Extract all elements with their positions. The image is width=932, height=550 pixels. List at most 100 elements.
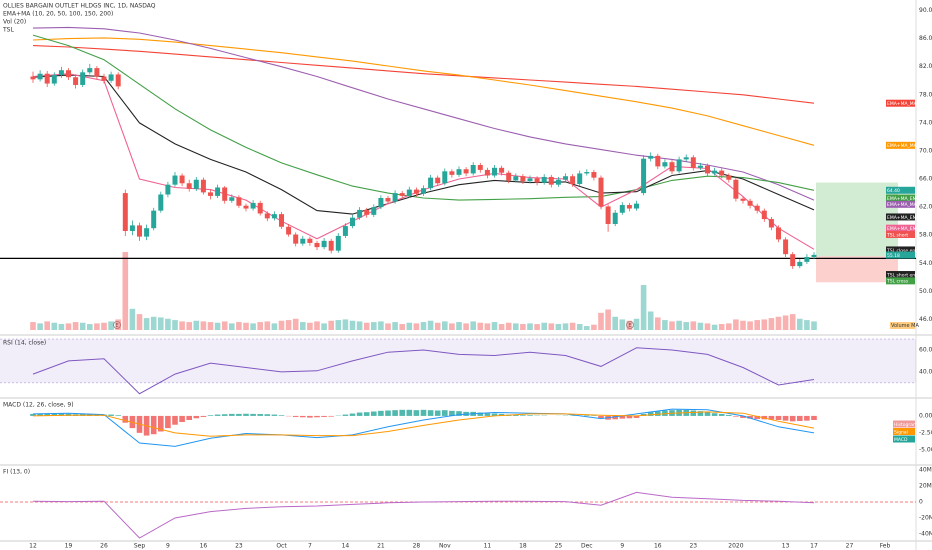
y-tick-label: -20M <box>919 515 932 522</box>
candle-body <box>179 175 185 184</box>
y-tick-label: 40.00 <box>919 368 932 375</box>
candle-body <box>726 175 732 180</box>
volume-bar <box>562 323 569 330</box>
histogram-bar <box>186 415 192 420</box>
price-tag <box>886 99 915 107</box>
candle-body <box>385 198 391 202</box>
candle-body <box>101 76 107 81</box>
histogram-bar <box>292 415 299 417</box>
candle-body <box>364 209 370 215</box>
candle-body <box>257 202 263 214</box>
histogram-bar <box>257 414 263 416</box>
volume-bar <box>115 319 121 330</box>
histogram-bar <box>442 410 448 416</box>
volume-bar <box>65 323 72 330</box>
candle-body <box>570 176 576 184</box>
candle-body <box>499 167 505 173</box>
earnings-circle[interactable] <box>113 321 121 329</box>
histogram-bar <box>789 415 796 422</box>
moving-average <box>32 37 815 146</box>
histogram-bar <box>385 410 391 416</box>
volume-bar <box>555 324 562 330</box>
histogram-bar <box>747 415 753 419</box>
macd-line <box>32 408 815 447</box>
volume-bar <box>513 323 519 330</box>
volume-bar <box>378 321 384 330</box>
price-tag-text: EMA+MA_MA 4 <box>887 143 921 149</box>
x-tick-label: 21 <box>377 543 385 550</box>
volume-bar <box>37 323 43 330</box>
volume-bar <box>434 322 441 330</box>
earnings-marker[interactable]: E <box>626 321 634 330</box>
volume-bar <box>470 321 476 330</box>
candle-body <box>108 74 114 81</box>
earnings-text[interactable]: E <box>628 323 631 329</box>
histogram-bar <box>584 415 590 416</box>
candle-body <box>520 176 526 182</box>
earnings-circle[interactable] <box>626 321 634 329</box>
earnings-marker[interactable]: E <box>113 321 121 330</box>
candle-body <box>421 188 426 194</box>
histogram-bar <box>662 410 668 416</box>
histogram-bar <box>200 415 207 417</box>
y-tick-label: 70.00 <box>919 147 932 154</box>
candle-body <box>215 187 221 196</box>
candle-body <box>719 170 725 176</box>
candle-body <box>705 165 710 174</box>
volume-bar <box>136 314 143 330</box>
candle-body <box>619 205 625 213</box>
histogram-bar <box>754 415 760 419</box>
volume-bar <box>463 323 469 330</box>
histogram-bar <box>513 414 519 416</box>
histogram-bar <box>782 415 789 421</box>
volume-bar <box>704 323 711 330</box>
x-tick-label: 25 <box>555 543 563 550</box>
volume-bar <box>669 321 675 330</box>
candle-body <box>44 73 50 84</box>
price-tag <box>886 213 915 221</box>
histogram-bar <box>214 414 221 416</box>
volume-bar <box>72 322 79 330</box>
y-tick-label: 54.00 <box>919 260 932 267</box>
candle-body <box>548 176 554 185</box>
candle-body <box>591 172 597 178</box>
volume-bar <box>79 322 86 330</box>
candle-body <box>279 214 284 227</box>
candle-body <box>58 70 64 76</box>
candle-body <box>357 209 363 218</box>
x-tick-label: 12 <box>29 543 37 550</box>
price-tag-text: TSL short <box>886 232 908 238</box>
volume-bar <box>349 320 356 330</box>
volume-bar <box>186 322 192 330</box>
volume-bar <box>314 321 320 330</box>
x-tick-label: Sep <box>134 543 146 550</box>
candle-body <box>66 70 71 78</box>
candle-body <box>342 226 348 236</box>
earnings-text[interactable]: E <box>115 323 118 329</box>
volume-bar <box>236 322 242 330</box>
volume-bar <box>626 320 633 330</box>
pane <box>0 26 916 330</box>
candle-body <box>733 179 739 199</box>
candle-body <box>151 210 157 229</box>
volume-bar <box>520 324 526 330</box>
candle-body <box>484 169 490 176</box>
candle-body <box>747 200 753 206</box>
candle-body <box>286 226 292 235</box>
y-tick-label: 86.00 <box>919 35 932 42</box>
histogram-bar <box>378 410 384 416</box>
price-tag-text: TSL cross <box>886 279 909 285</box>
volume-bar <box>576 324 583 330</box>
volume-bar <box>321 323 327 330</box>
price-tag-text: EMA+MA_EMA 3 <box>887 196 924 202</box>
candle-body <box>761 210 767 220</box>
x-tick-label: 9 <box>166 543 170 550</box>
volume-bar <box>498 324 505 330</box>
candle-body <box>449 171 455 175</box>
candle-body <box>406 189 412 196</box>
candle-body <box>37 73 43 80</box>
histogram-bar <box>413 410 420 416</box>
candle-body <box>80 72 86 85</box>
volume-bar <box>328 320 334 330</box>
histogram-bar <box>697 411 704 416</box>
